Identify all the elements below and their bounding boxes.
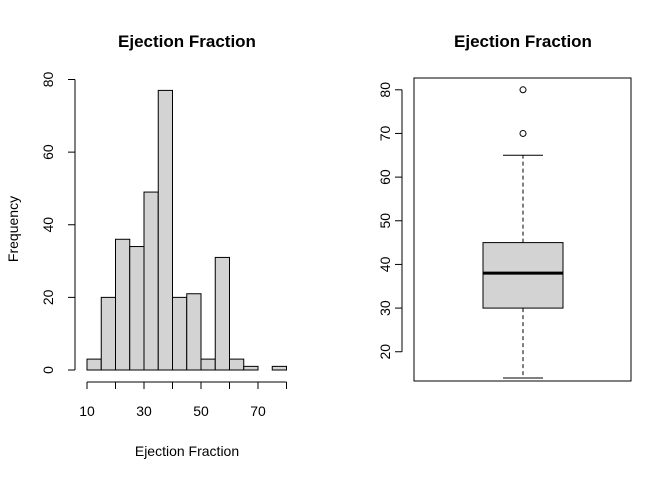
boxplot-outlier xyxy=(519,86,527,94)
boxplot-title: Ejection Fraction xyxy=(454,32,592,51)
histogram-y-tick-label: 0 xyxy=(40,366,56,374)
histogram-x-label: Ejection Fraction xyxy=(135,443,239,459)
histogram-y-tick-label: 40 xyxy=(40,217,56,233)
histogram-x-tick-label: 10 xyxy=(79,403,95,419)
histogram-bar xyxy=(186,293,202,371)
boxplot-y-tick-label: 60 xyxy=(377,169,393,185)
boxplot-y-tick-label: 40 xyxy=(377,256,393,272)
boxplot-y-tick-label: 80 xyxy=(377,82,393,98)
histogram-bar xyxy=(143,191,159,371)
boxplot-marks xyxy=(482,86,564,379)
boxplot-outlier xyxy=(519,129,527,137)
histogram-x-tick-label: 30 xyxy=(136,403,152,419)
histogram-bar xyxy=(229,358,245,371)
boxplot-box xyxy=(482,242,564,309)
boxplot-y-axis: 20 30 40 50 60 70 80 xyxy=(377,82,403,360)
histogram-y-label: Frequency xyxy=(5,196,21,262)
histogram-bar xyxy=(115,238,131,371)
boxplot-y-tick-label: 50 xyxy=(377,213,393,229)
histogram-x-axis: 10 30 50 70 xyxy=(79,381,287,419)
histogram-bar xyxy=(86,358,102,371)
boxplot-y-tick-label: 20 xyxy=(377,344,393,360)
histogram-bar xyxy=(243,365,259,371)
histogram-panel: Ejection Fraction 10 30 50 70 0 20 40 60 80 Eje… xyxy=(5,32,287,459)
histogram-bar xyxy=(129,246,145,371)
histogram-y-tick-label: 60 xyxy=(40,144,56,160)
histogram-title: Ejection Fraction xyxy=(118,32,256,51)
histogram-y-tick-label: 80 xyxy=(40,72,56,88)
histogram-bar xyxy=(214,256,230,371)
boxplot-panel: Ejection Fraction 20 30 40 50 60 70 80 xyxy=(377,32,632,382)
boxplot-y-tick-label: 30 xyxy=(377,300,393,316)
histogram-bar xyxy=(157,89,173,371)
histogram-bar xyxy=(100,296,116,371)
histogram-x-tick-label: 50 xyxy=(193,403,209,419)
histogram-bars xyxy=(86,89,287,371)
boxplot-y-tick-label: 70 xyxy=(377,125,393,141)
histogram-y-tick-label: 20 xyxy=(40,289,56,305)
histogram-bar xyxy=(271,365,287,371)
boxplot-frame xyxy=(413,77,632,382)
histogram-bar xyxy=(172,296,188,371)
histogram-y-axis: 0 20 40 60 80 xyxy=(40,72,76,374)
histogram-bar xyxy=(200,358,216,371)
histogram-x-tick-label: 70 xyxy=(250,403,266,419)
